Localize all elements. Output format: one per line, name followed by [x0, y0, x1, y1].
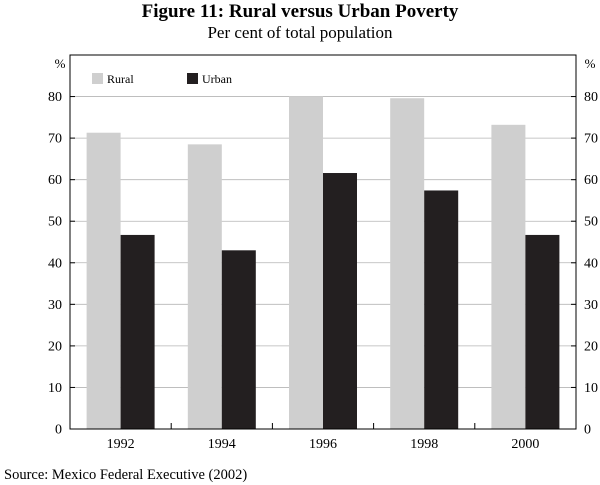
y-tick-label-left: 60	[48, 173, 62, 188]
y-tick-label-right: 0	[584, 423, 591, 438]
y-tick-label-left: 10	[48, 381, 62, 396]
bar-urban-1994	[221, 250, 256, 429]
legend-swatch-urban	[187, 73, 198, 84]
bar-urban-1992	[120, 234, 155, 429]
bar-rural-2000	[491, 124, 526, 430]
bar-rural-1994	[187, 144, 222, 429]
legend-swatch-rural	[92, 73, 103, 84]
x-tick-label-1994: 1994	[208, 437, 236, 452]
y-tick-label-left: 40	[48, 256, 62, 271]
x-tick-label-1996: 1996	[309, 437, 337, 452]
bar-rural-1996	[289, 96, 323, 430]
y-tick-label-right: 30	[584, 298, 598, 313]
y-tick-label-left: 50	[48, 215, 62, 230]
bar-urban-1996	[323, 173, 357, 429]
y-tick-label-right: 80	[584, 90, 598, 105]
y-axis-unit-left: %	[55, 56, 66, 71]
x-tick-label-1992: 1992	[107, 437, 135, 452]
bar-rural-1998	[390, 98, 425, 430]
chart-subtitle: Per cent of total population	[207, 23, 393, 42]
plot-frame	[69, 54, 577, 430]
x-tick-label-2000: 2000	[511, 437, 539, 452]
bar-urban-2000	[525, 234, 560, 429]
legend-label-urban: Urban	[202, 72, 232, 86]
y-tick-label-left: 30	[48, 298, 62, 313]
y-tick-label-right: 10	[584, 381, 598, 396]
x-tick-label-1998: 1998	[410, 437, 438, 452]
y-tick-label-right: 40	[584, 256, 598, 271]
y-tick-label-left: 20	[48, 339, 62, 354]
source-note: Source: Mexico Federal Executive (2002)	[4, 467, 248, 483]
y-tick-label-left: 0	[55, 423, 62, 438]
y-tick-label-right: 60	[584, 173, 598, 188]
y-tick-label-right: 50	[584, 215, 598, 230]
y-axis-unit-right: %	[585, 56, 596, 71]
y-tick-label-right: 20	[584, 339, 598, 354]
chart-title: Figure 11: Rural versus Urban Poverty	[141, 1, 459, 22]
bar-urban-1998	[424, 190, 459, 429]
bar-rural-1992	[86, 132, 121, 429]
y-tick-label-left: 70	[48, 132, 62, 147]
y-tick-label-left: 80	[48, 90, 62, 105]
legend-label-rural: Rural	[107, 72, 134, 86]
y-tick-label-right: 70	[584, 132, 598, 147]
